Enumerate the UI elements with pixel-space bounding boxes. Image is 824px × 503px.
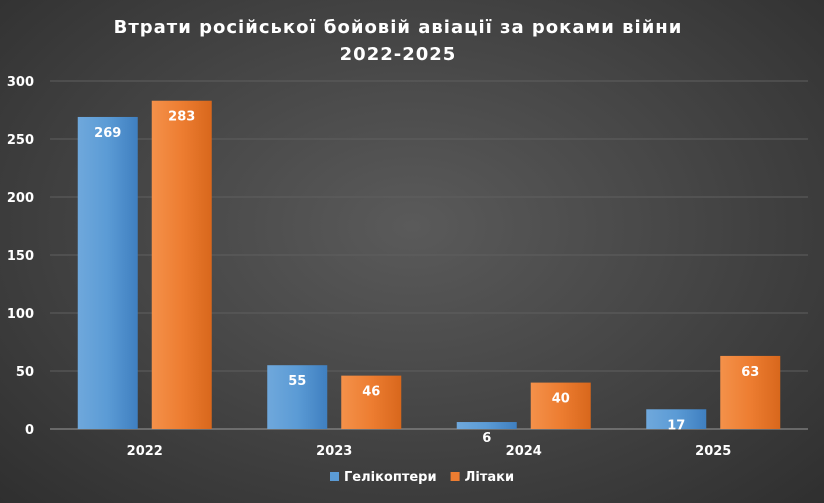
- bar-planes: [720, 355, 781, 429]
- legend-label: Гелікоптери: [344, 470, 437, 485]
- x-tick-label: 2025: [695, 444, 731, 459]
- data-label: 63: [741, 365, 759, 380]
- legend-swatch: [450, 472, 460, 481]
- x-tick-label: 2024: [506, 444, 542, 459]
- data-label: 6: [482, 431, 491, 446]
- data-label: 55: [288, 374, 306, 389]
- legend-swatch: [330, 472, 339, 481]
- bar-helicopters: [456, 422, 517, 429]
- y-tick-label: 0: [25, 423, 34, 438]
- data-label: 283: [168, 110, 195, 125]
- chart-subtitle: 2022-2025: [339, 44, 457, 65]
- bar-helicopters: [646, 409, 707, 429]
- chart-title: Втрати російської бойовій авіації за рок…: [0, 14, 796, 68]
- x-tick-label: 2023: [316, 444, 352, 459]
- y-tick-label: 200: [7, 191, 34, 206]
- x-tick-label: 2022: [127, 444, 163, 459]
- data-label: 269: [94, 126, 121, 141]
- data-label: 17: [667, 418, 685, 433]
- bar-helicopters: [77, 116, 138, 430]
- data-label: 40: [552, 392, 570, 407]
- y-tick-label: 50: [16, 365, 34, 380]
- chart-title-line: Втрати російської бойовій авіації за рок…: [113, 17, 683, 38]
- bar-planes: [530, 382, 591, 429]
- bar-helicopters: [267, 365, 328, 429]
- y-tick-label: 150: [7, 249, 34, 264]
- bar-planes: [151, 100, 212, 429]
- data-label: 46: [362, 385, 380, 400]
- bar-planes: [341, 375, 402, 429]
- y-tick-label: 250: [7, 133, 34, 148]
- y-tick-label: 100: [7, 307, 34, 322]
- legend-label: Літаки: [465, 470, 515, 485]
- y-tick-label: 300: [7, 75, 34, 90]
